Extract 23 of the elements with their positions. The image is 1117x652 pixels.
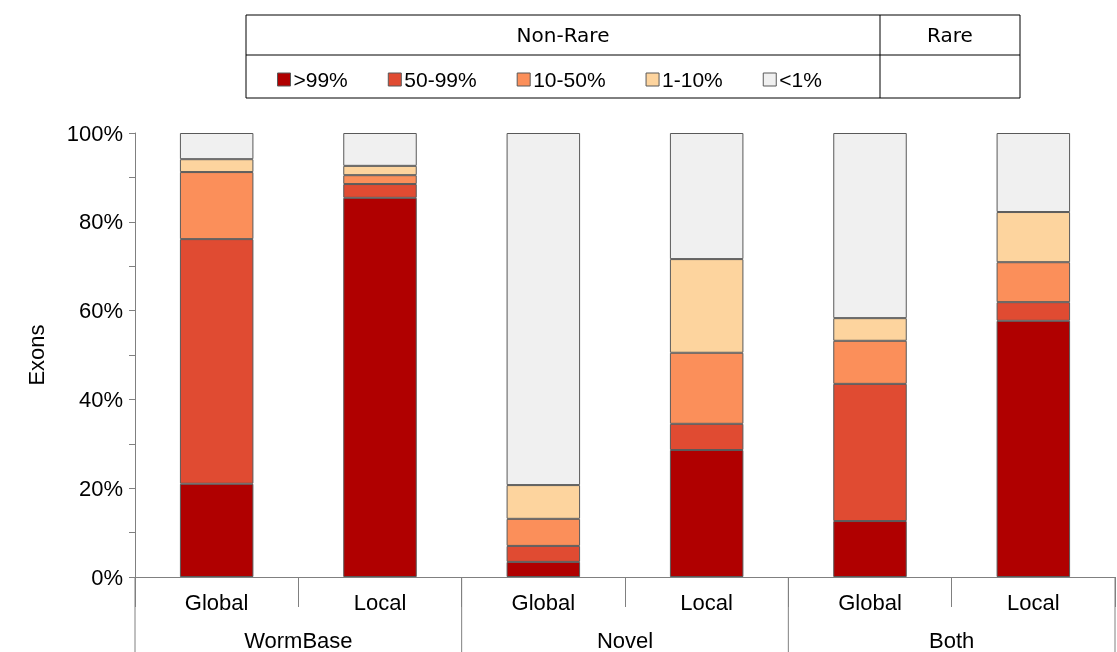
x-tick-label: Local [353,589,407,615]
y-tick-label: 0% [91,564,123,590]
text: Rare [927,23,973,47]
legend-label: 50-99% [404,68,477,91]
legend-label: >99% [293,68,348,91]
y-tick-label: 20% [78,475,123,501]
legend-label: 10-50% [533,68,606,91]
y-tick-label: 80% [78,209,123,235]
x-tick-label: Global [838,589,902,615]
text: Both [929,627,975,652]
legend-label: 1-10% [662,68,723,91]
y-axis-title: Exons [23,324,49,386]
y-tick-label: 40% [78,386,123,412]
x-tick-label: Global [511,589,576,615]
text: Non-Rare [516,23,610,47]
x-tick-label: Global [184,589,249,615]
y-tick-label: 60% [78,298,123,324]
x-tick-label: Local [1007,589,1060,615]
x-tick-label: Local [680,589,733,615]
y-tick-label: 100% [66,120,123,146]
text: WormBase [244,627,353,652]
legend-label: <1% [779,68,822,91]
text: Novel [596,627,654,652]
